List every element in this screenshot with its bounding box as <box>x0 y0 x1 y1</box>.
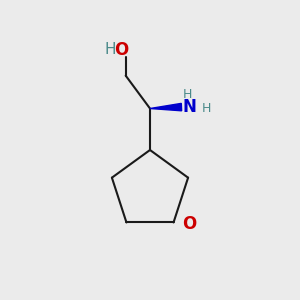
Text: O: O <box>114 41 128 59</box>
Text: H: H <box>183 88 193 101</box>
Text: H: H <box>104 42 116 57</box>
Text: O: O <box>182 215 196 233</box>
Polygon shape <box>150 103 182 111</box>
Text: N: N <box>183 98 197 116</box>
Text: H: H <box>202 102 212 115</box>
